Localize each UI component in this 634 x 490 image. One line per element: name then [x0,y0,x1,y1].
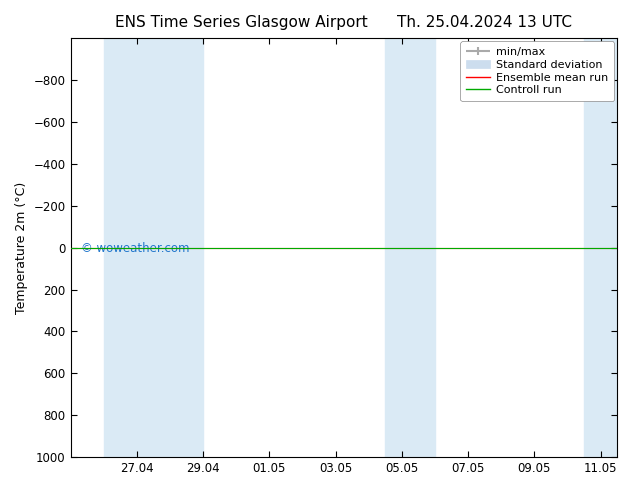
Bar [385,38,435,457]
Y-axis label: Temperature 2m (°C): Temperature 2m (°C) [15,181,28,314]
Bar [584,38,617,457]
Title: ENS Time Series Glasgow Airport      Th. 25.04.2024 13 UTC: ENS Time Series Glasgow Airport Th. 25.0… [115,15,573,30]
Text: © woweather.com: © woweather.com [82,243,190,255]
Legend: min/max, Standard deviation, Ensemble mean run, Controll run: min/max, Standard deviation, Ensemble me… [460,42,614,101]
Bar [104,38,203,457]
